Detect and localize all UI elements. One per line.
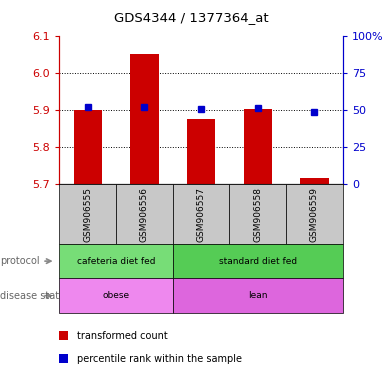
Text: GSM906559: GSM906559 <box>310 187 319 242</box>
Text: GSM906558: GSM906558 <box>253 187 262 242</box>
Text: obese: obese <box>103 291 129 300</box>
Bar <box>300 178 329 184</box>
Bar <box>187 119 215 184</box>
Text: protocol: protocol <box>0 256 39 266</box>
Bar <box>244 109 272 184</box>
Text: cafeteria diet fed: cafeteria diet fed <box>77 257 155 266</box>
Bar <box>74 110 102 184</box>
Text: transformed count: transformed count <box>77 331 167 341</box>
Text: GDS4344 / 1377364_at: GDS4344 / 1377364_at <box>114 11 269 24</box>
Text: standard diet fed: standard diet fed <box>219 257 297 266</box>
Text: GSM906555: GSM906555 <box>83 187 92 242</box>
Text: GSM906557: GSM906557 <box>196 187 206 242</box>
Text: GSM906556: GSM906556 <box>140 187 149 242</box>
Text: percentile rank within the sample: percentile rank within the sample <box>77 354 242 364</box>
Text: lean: lean <box>248 291 267 300</box>
Bar <box>130 54 159 184</box>
Text: disease state: disease state <box>0 291 65 301</box>
